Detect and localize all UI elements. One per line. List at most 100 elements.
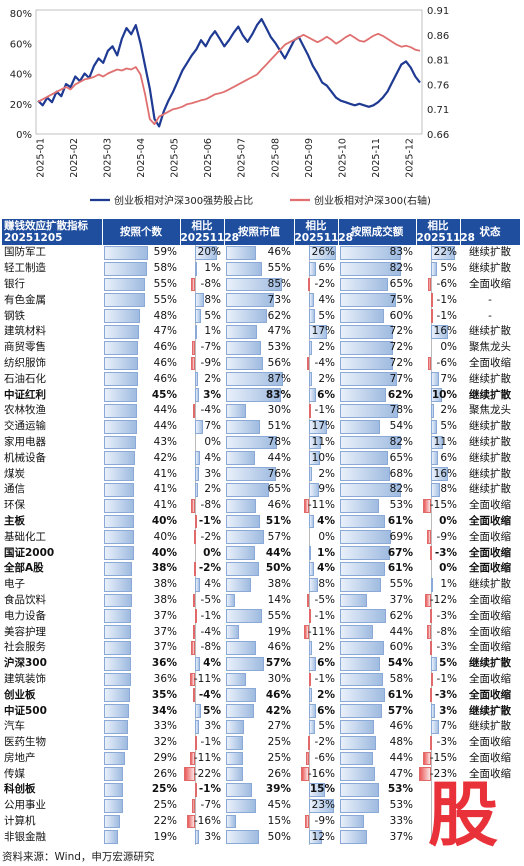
share-cell: 44% xyxy=(102,419,180,435)
change-cell: -3% xyxy=(416,639,460,656)
share-bar xyxy=(104,798,123,813)
x-tick-label: 2025-11 xyxy=(371,138,382,178)
cell-value: 38% xyxy=(153,593,177,606)
change-cell: -8% xyxy=(180,497,224,514)
change-cell: 2% xyxy=(294,339,338,356)
share-cell: 47% xyxy=(338,766,416,782)
change-bar xyxy=(430,293,433,308)
change-cell: 5% xyxy=(294,308,338,324)
y-right-tick-label: 0.81 xyxy=(427,56,449,67)
change-bar xyxy=(431,656,437,671)
change-axis xyxy=(431,608,433,625)
status-cell: 继续扩散 xyxy=(469,372,511,385)
cell-value: 17% xyxy=(311,325,335,338)
cell-value: -3% xyxy=(436,736,457,749)
cell-value: 2% xyxy=(318,641,335,654)
cell-value: 37% xyxy=(389,593,413,606)
share-cell: 72% xyxy=(338,340,416,356)
share-cell: 53% xyxy=(338,782,416,798)
x-tick-label: 2025-05 xyxy=(170,138,181,178)
cell-value: 3% xyxy=(204,467,221,480)
change-bar xyxy=(419,767,432,782)
change-cell: -2% xyxy=(294,734,338,751)
change-cell: -9% xyxy=(416,529,460,546)
change-bar xyxy=(303,498,310,513)
cell-value: -11% xyxy=(307,499,335,512)
change-cell: 22% xyxy=(416,245,460,261)
change-bar xyxy=(431,246,455,260)
cell-value: 10% xyxy=(311,451,335,464)
share-bar xyxy=(340,656,380,671)
row-name: 国证2000 xyxy=(4,546,55,559)
change-cell: 0% xyxy=(416,513,460,530)
cell-value: 44% xyxy=(389,625,413,638)
change-cell: 26% xyxy=(294,245,338,261)
table-row: 建筑装饰 36% -11% 30% -1% 58% -1% 全面收缩 xyxy=(2,671,520,688)
share-cell: 76% xyxy=(224,466,294,482)
share-cell: 65% xyxy=(224,482,294,498)
share-cell: 61% xyxy=(338,561,416,577)
status-cell: 继续扩散 xyxy=(469,388,511,401)
change-axis xyxy=(431,355,433,372)
change-bar xyxy=(191,798,196,813)
share-cell: 55% xyxy=(102,292,180,308)
header-cell: 相比 20251128 xyxy=(416,219,475,245)
change-axis xyxy=(195,624,197,640)
cell-value: 1% xyxy=(317,546,335,559)
cell-value: 44% xyxy=(153,404,177,417)
change-cell xyxy=(416,813,460,830)
cell-value: 26% xyxy=(267,767,291,780)
row-name: 煤炭 xyxy=(4,467,25,480)
change-bar xyxy=(309,419,328,434)
cell-value: 37% xyxy=(153,625,177,638)
share-bar xyxy=(104,672,131,687)
cell-value: 25% xyxy=(267,751,291,764)
change-cell: -1% xyxy=(180,608,224,625)
change-bar xyxy=(431,577,434,592)
cell-value: 46% xyxy=(265,688,291,701)
change-cell: 2% xyxy=(180,371,224,388)
change-cell: -1% xyxy=(416,308,460,324)
change-bar xyxy=(194,530,197,545)
change-axis xyxy=(195,402,197,419)
share-bar xyxy=(340,577,381,592)
cell-value: 68% xyxy=(389,467,413,480)
table-row: 纺织服饰 46% -9% 56% -4% 72% -6% 全面收缩 xyxy=(2,355,520,372)
change-cell: 4% xyxy=(294,560,338,577)
change-cell: 16% xyxy=(416,466,460,482)
cell-value: 75% xyxy=(389,293,413,306)
cell-value: 72% xyxy=(389,341,413,354)
change-bar xyxy=(306,751,310,766)
change-bar xyxy=(309,246,336,260)
y-right-tick-label: 0.76 xyxy=(427,80,449,91)
share-bar xyxy=(340,593,368,608)
share-bar xyxy=(104,561,133,576)
cell-value: -8% xyxy=(200,641,221,654)
change-bar xyxy=(426,530,432,545)
change-cell: -11% xyxy=(180,671,224,688)
share-bar xyxy=(104,609,132,624)
share-cell: 48% xyxy=(338,735,416,751)
share-bar xyxy=(340,783,380,797)
cell-value: 55% xyxy=(267,609,291,622)
change-cell: 4% xyxy=(294,513,338,530)
change-axis xyxy=(431,782,433,798)
cell-value: 48% xyxy=(389,736,413,749)
share-cell: 55% xyxy=(102,277,180,293)
table-row: 中证500 34% 5% 42% 6% 57% 3% 继续扩散 xyxy=(2,703,520,719)
change-cell: -2% xyxy=(180,529,224,546)
share-cell: 51% xyxy=(224,419,294,435)
change-bar xyxy=(194,514,197,529)
row-name: 有色金属 xyxy=(4,293,46,306)
share-bar xyxy=(226,735,243,750)
cell-value: 78% xyxy=(389,404,413,417)
change-bar xyxy=(300,767,310,782)
change-axis xyxy=(309,355,311,372)
change-cell: -6% xyxy=(416,355,460,372)
cell-value: 82% xyxy=(389,483,413,496)
row-name: 电力设备 xyxy=(4,609,46,622)
share-cell: 33% xyxy=(338,814,416,830)
row-name: 公用事业 xyxy=(4,799,46,812)
status-cell: 全面收缩 xyxy=(469,625,511,638)
cell-value: 57% xyxy=(267,530,291,543)
